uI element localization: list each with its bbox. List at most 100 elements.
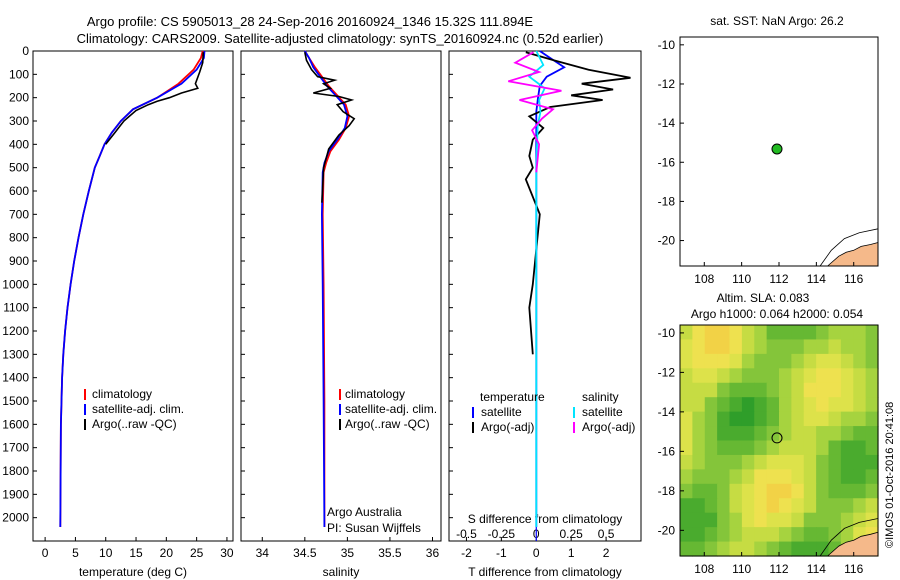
- sla-cell: [828, 353, 842, 369]
- y-tick-label: 1600: [2, 417, 29, 431]
- sla-cell: [704, 498, 718, 514]
- sla-cell: [766, 382, 780, 398]
- y-tick-label: 1100: [3, 301, 29, 315]
- sla-cell: [791, 483, 805, 499]
- sla-cell: [803, 440, 817, 456]
- sla-cell: [754, 483, 768, 499]
- y-tick-label: 2000: [2, 511, 29, 525]
- legend-entry: climatology: [92, 387, 152, 401]
- sla-cell: [853, 426, 867, 442]
- y-tick-label: 1000: [2, 277, 29, 291]
- sla-cell: [840, 440, 854, 456]
- sla-cell: [803, 397, 817, 413]
- sla-cell: [840, 469, 854, 485]
- y-tick-label: 1200: [2, 324, 29, 338]
- sla-cell: [692, 368, 706, 384]
- sla-cell: [779, 339, 792, 355]
- sla-cell: [791, 382, 805, 398]
- sla-cell: [692, 498, 706, 514]
- sla-cell: [840, 382, 854, 398]
- sla-cell: [704, 397, 718, 413]
- sla-cell: [754, 368, 768, 384]
- y-tick-label: 800: [9, 231, 29, 245]
- sla-cell: [729, 512, 743, 528]
- sla-cell: [828, 397, 842, 413]
- x-tick-label: -2: [461, 546, 472, 560]
- y-tick-label: 0: [22, 44, 29, 58]
- sla-cell: [803, 426, 817, 442]
- sla-cell: [816, 325, 830, 341]
- sla-cell: [828, 411, 842, 427]
- sla-cell: [692, 454, 706, 470]
- x-tick-label: 0: [533, 546, 540, 560]
- x2-tick-label: -0.5: [456, 527, 477, 541]
- sla-cell: [692, 483, 706, 499]
- map-subtitle: Argo h1000: 0.064 h2000: 0.054: [691, 307, 863, 321]
- sla-cell: [803, 483, 817, 499]
- y-tick-label: 400: [9, 137, 29, 151]
- sla-cell: [754, 527, 768, 543]
- sla-cell: [766, 527, 780, 543]
- sla-cell: [729, 426, 743, 442]
- sla-cell: [704, 512, 718, 528]
- sla-cell: [865, 483, 879, 499]
- sla-cell: [741, 440, 755, 456]
- sla-cell: [729, 498, 743, 514]
- sla-cell: [729, 325, 743, 341]
- y-tick-label: 1800: [2, 464, 29, 478]
- sla-cell: [729, 411, 743, 427]
- legend-entry: satellite-adj. clim.: [92, 402, 184, 416]
- sla-cell: [816, 339, 830, 355]
- sla-cell: [766, 469, 780, 485]
- sla-cell: [717, 498, 731, 514]
- x-tick-label: 5: [72, 546, 79, 560]
- sla-cell: [766, 426, 780, 442]
- sla-cell: [816, 426, 830, 442]
- header-line-1: Argo profile: CS 5905013_28 24-Sep-2016 …: [87, 14, 534, 29]
- sla-cell: [766, 325, 780, 341]
- legend-title: salinity: [582, 390, 619, 404]
- sla-cell: [717, 527, 731, 543]
- sla-cell: [692, 527, 706, 543]
- sla-cell: [865, 353, 879, 369]
- sla-cell: [704, 426, 718, 442]
- sla-cell: [779, 469, 792, 485]
- sla-cell: [754, 339, 768, 355]
- x-tick-label: 108: [694, 272, 714, 286]
- sla-cell: [853, 469, 867, 485]
- sla-cell: [741, 368, 755, 384]
- sla-cell: [779, 426, 792, 442]
- x-tick-label: 35: [341, 546, 355, 560]
- sla-cell: [741, 426, 755, 442]
- series-line-satellite: [59, 50, 206, 528]
- legend-entry: Argo(-adj): [582, 420, 635, 434]
- sla-cell: [828, 454, 842, 470]
- y-tick-label: -14: [658, 116, 676, 130]
- argo-float-position-marker: [771, 432, 783, 444]
- sla-cell: [828, 325, 842, 341]
- sla-cell: [704, 411, 718, 427]
- x-axis-label: T difference from climatology: [468, 565, 622, 579]
- legend-entry: satellite: [481, 405, 522, 419]
- legend-entry: satellite-adj. clim.: [345, 402, 437, 416]
- sla-cell: [865, 382, 879, 398]
- y-tick-label: 1500: [2, 394, 29, 408]
- temperature-axes-frame: [32, 50, 234, 542]
- sla-cell: [729, 541, 743, 557]
- sla-cell: [729, 469, 743, 485]
- sla-cell: [840, 483, 854, 499]
- sla-cell: [779, 527, 792, 543]
- y-tick-label: -10: [658, 38, 676, 52]
- sla-cell: [816, 368, 830, 384]
- sla-cell: [853, 397, 867, 413]
- sla-cell: [840, 353, 854, 369]
- sla-cell: [729, 339, 743, 355]
- sla-cell: [865, 397, 879, 413]
- sla-cell: [766, 512, 780, 528]
- sla-cell: [717, 483, 731, 499]
- legend-entry: climatology: [345, 387, 405, 401]
- sla-cell: [692, 382, 706, 398]
- x-tick-label: 34: [256, 546, 270, 560]
- sla-cell: [779, 353, 792, 369]
- sst-map-panel: 108 110 112 114 116 -10 -12 -14 -16 -18 -20 sat. SS…: [658, 14, 879, 286]
